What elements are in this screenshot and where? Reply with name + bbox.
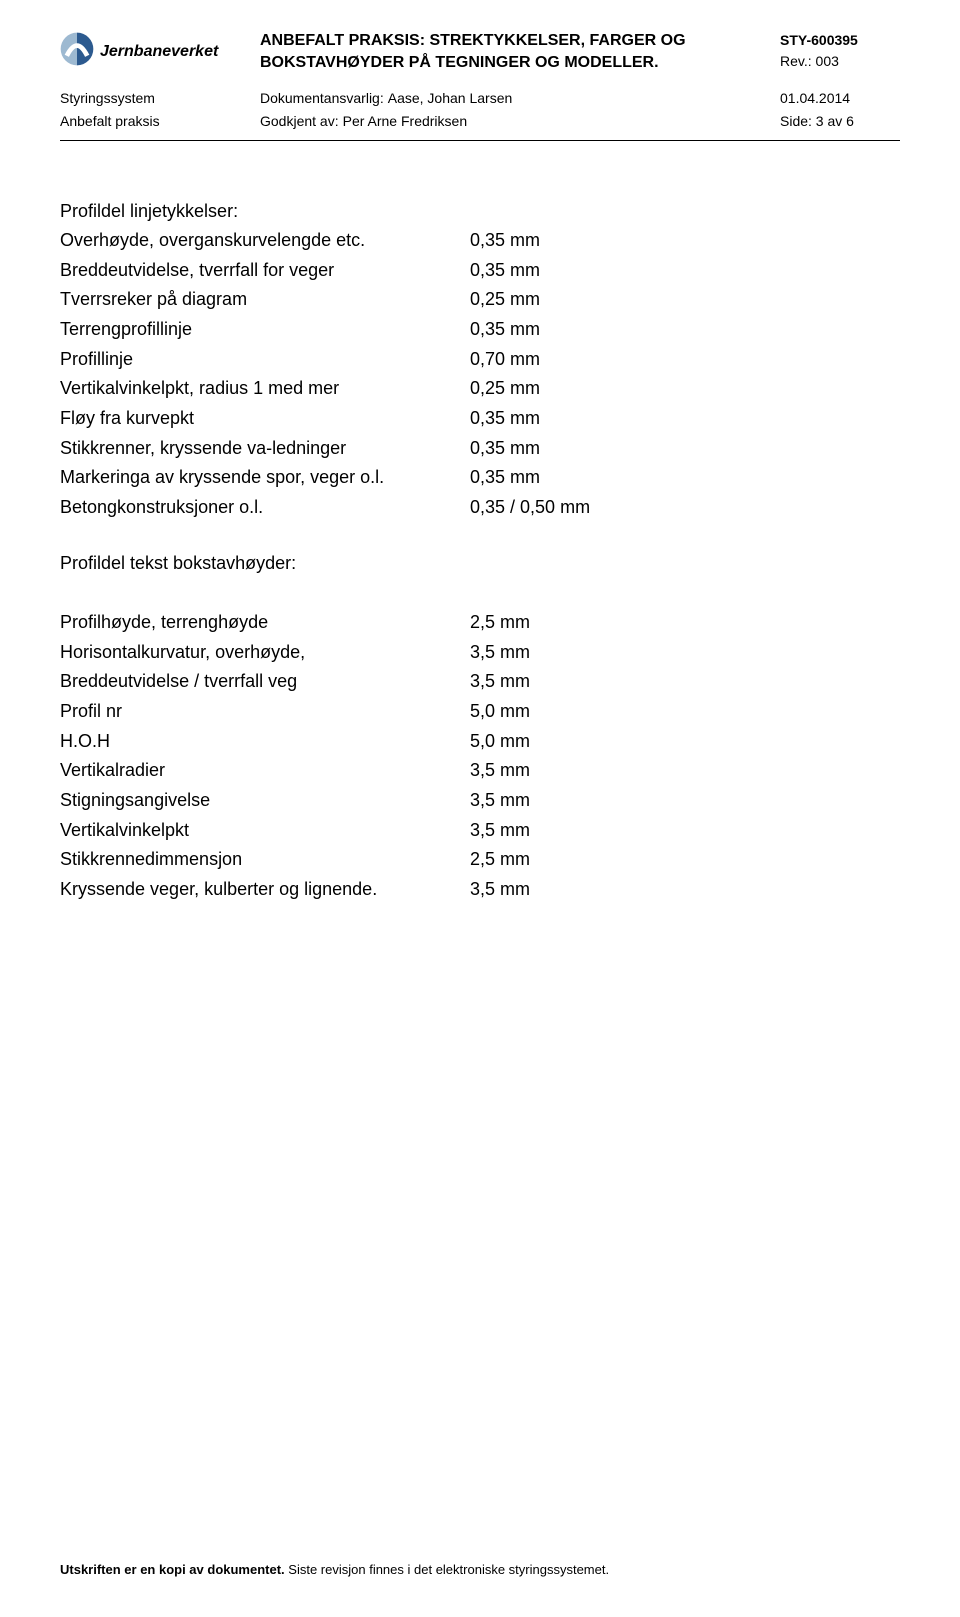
meta-responsible-label: Dokumentansvarlig:: [260, 87, 384, 109]
section-2-title: Profildel tekst bokstavhøyder:: [60, 553, 900, 574]
meta-responsible-value: Aase, Johan Larsen: [388, 87, 513, 109]
header: Jernbaneverket ANBEFALT PRAKSIS: STREKTY…: [60, 30, 900, 73]
row-label: Kryssende veger, kulberter og lignende.: [60, 875, 470, 905]
title-line-2: BOKSTAVHØYDER PÅ TEGNINGER OG MODELLER.: [260, 52, 780, 74]
row-value: 5,0 mm: [470, 697, 900, 727]
row-label: Terrengprofillinje: [60, 315, 470, 345]
table-row: Stikkrenner, kryssende va-ledninger0,35 …: [60, 434, 900, 464]
table-row: Vertikalradier3,5 mm: [60, 756, 900, 786]
title-line-1: ANBEFALT PRAKSIS: STREKTYKKELSER, FARGER…: [260, 30, 780, 52]
meta-approved-value: Per Arne Fredriksen: [343, 110, 468, 132]
row-label: Stikkrennedimmensjon: [60, 845, 470, 875]
doc-rev: Rev.: 003: [780, 51, 900, 72]
row-value: 0,25 mm: [470, 374, 900, 404]
footer: Utskriften er en kopi av dokumentet. Sis…: [60, 1562, 900, 1577]
meta-date: 01.04.2014: [780, 87, 900, 109]
table-row: Stigningsangivelse3,5 mm: [60, 786, 900, 816]
row-label: Tverrsreker på diagram: [60, 285, 470, 315]
row-label: Breddeutvidelse, tverrfall for veger: [60, 256, 470, 286]
row-label: Breddeutvidelse / tverrfall veg: [60, 667, 470, 697]
row-value: 3,5 mm: [470, 786, 900, 816]
row-label: Profil nr: [60, 697, 470, 727]
row-value: 2,5 mm: [470, 845, 900, 875]
row-value: 0,25 mm: [470, 285, 900, 315]
row-value: 0,35 mm: [470, 226, 900, 256]
row-label: Vertikalvinkelpkt: [60, 816, 470, 846]
brand: Jernbaneverket: [60, 30, 260, 71]
table-row: Breddeutvidelse / tverrfall veg3,5 mm: [60, 667, 900, 697]
table-row: Profil nr5,0 mm: [60, 697, 900, 727]
table-row: Horisontalkurvatur, overhøyde,3,5 mm: [60, 638, 900, 668]
row-value: 3,5 mm: [470, 816, 900, 846]
row-value: 0,35 mm: [470, 315, 900, 345]
row-value: 0,35 mm: [470, 404, 900, 434]
table-row: Tverrsreker på diagram0,25 mm: [60, 285, 900, 315]
section-2-table: Profilhøyde, terrenghøyde2,5 mmHorisonta…: [60, 608, 900, 905]
row-label: Profilhøyde, terrenghøyde: [60, 608, 470, 638]
table-row: Kryssende veger, kulberter og lignende.3…: [60, 875, 900, 905]
row-label: Markeringa av kryssende spor, veger o.l.: [60, 463, 470, 493]
row-value: 5,0 mm: [470, 727, 900, 757]
row-label: Overhøyde, overganskurvelengde etc.: [60, 226, 470, 256]
header-divider: [60, 140, 900, 141]
row-value: 3,5 mm: [470, 638, 900, 668]
table-row: Vertikalvinkelpkt, radius 1 med mer0,25 …: [60, 374, 900, 404]
row-value: 0,35 mm: [470, 434, 900, 464]
table-row: Breddeutvidelse, tverrfall for veger0,35…: [60, 256, 900, 286]
row-label: Vertikalradier: [60, 756, 470, 786]
table-row: Markeringa av kryssende spor, veger o.l.…: [60, 463, 900, 493]
row-value: 0,35 mm: [470, 256, 900, 286]
table-row: H.O.H5,0 mm: [60, 727, 900, 757]
meta-system: Styringssystem: [60, 87, 260, 109]
document-title: ANBEFALT PRAKSIS: STREKTYKKELSER, FARGER…: [260, 30, 780, 73]
row-label: Betongkonstruksjoner o.l.: [60, 493, 470, 523]
table-row: Betongkonstruksjoner o.l.0,35 / 0,50 mm: [60, 493, 900, 523]
table-row: Vertikalvinkelpkt3,5 mm: [60, 816, 900, 846]
meta-practice: Anbefalt praksis: [60, 110, 260, 132]
brand-name: Jernbaneverket: [100, 43, 218, 61]
meta-page: Side: 3 av 6: [780, 110, 900, 132]
row-label: Stikkrenner, kryssende va-ledninger: [60, 434, 470, 464]
meta-row-2: Anbefalt praksis Godkjent av: Per Arne F…: [60, 110, 900, 132]
row-value: 3,5 mm: [470, 875, 900, 905]
table-row: Stikkrennedimmensjon2,5 mm: [60, 845, 900, 875]
section-linjetykkelser: Profildel linjetykkelser: Overhøyde, ove…: [60, 201, 900, 523]
table-row: Terrengprofillinje0,35 mm: [60, 315, 900, 345]
table-row: Profillinje0,70 mm: [60, 345, 900, 375]
section-bokstavhoyder: Profildel tekst bokstavhøyder: Profilhøy…: [60, 553, 900, 905]
doc-id: STY-600395: [780, 30, 900, 51]
row-value: 0,70 mm: [470, 345, 900, 375]
row-value: 3,5 mm: [470, 667, 900, 697]
section-1-title: Profildel linjetykkelser:: [60, 201, 900, 222]
table-row: Overhøyde, overganskurvelengde etc.0,35 …: [60, 226, 900, 256]
meta-approved-label: Godkjent av:: [260, 110, 339, 132]
row-value: 0,35 mm: [470, 463, 900, 493]
row-label: Profillinje: [60, 345, 470, 375]
section-1-table: Overhøyde, overganskurvelengde etc.0,35 …: [60, 226, 900, 523]
footer-rest: Siste revisjon finnes i det elektroniske…: [285, 1562, 609, 1577]
row-value: 2,5 mm: [470, 608, 900, 638]
document-page: Jernbaneverket ANBEFALT PRAKSIS: STREKTY…: [0, 0, 960, 1617]
table-row: Profilhøyde, terrenghøyde2,5 mm: [60, 608, 900, 638]
brand-logo-icon: [60, 32, 94, 71]
row-label: Stigningsangivelse: [60, 786, 470, 816]
doc-meta-right: STY-600395 Rev.: 003: [780, 30, 900, 72]
row-label: Vertikalvinkelpkt, radius 1 med mer: [60, 374, 470, 404]
meta-responsible: Dokumentansvarlig: Aase, Johan Larsen: [260, 87, 780, 109]
table-row: Fløy fra kurvepkt0,35 mm: [60, 404, 900, 434]
footer-bold: Utskriften er en kopi av dokumentet.: [60, 1562, 285, 1577]
row-label: Horisontalkurvatur, overhøyde,: [60, 638, 470, 668]
row-label: H.O.H: [60, 727, 470, 757]
meta-approved: Godkjent av: Per Arne Fredriksen: [260, 110, 780, 132]
meta-block: Styringssystem Dokumentansvarlig: Aase, …: [60, 87, 900, 132]
row-value: 0,35 / 0,50 mm: [470, 493, 900, 523]
row-value: 3,5 mm: [470, 756, 900, 786]
meta-row-1: Styringssystem Dokumentansvarlig: Aase, …: [60, 87, 900, 109]
row-label: Fløy fra kurvepkt: [60, 404, 470, 434]
